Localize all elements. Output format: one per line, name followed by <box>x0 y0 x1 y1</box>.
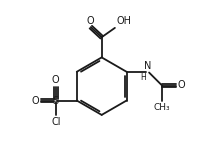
Text: CH₃: CH₃ <box>154 103 171 112</box>
Text: O: O <box>52 75 60 85</box>
Text: H: H <box>141 73 146 82</box>
Text: Cl: Cl <box>51 117 61 127</box>
Text: O: O <box>177 80 185 90</box>
Text: O: O <box>86 15 94 26</box>
Text: S: S <box>53 96 59 105</box>
Text: OH: OH <box>116 16 131 26</box>
Text: N: N <box>144 61 151 71</box>
Text: O: O <box>32 96 39 105</box>
